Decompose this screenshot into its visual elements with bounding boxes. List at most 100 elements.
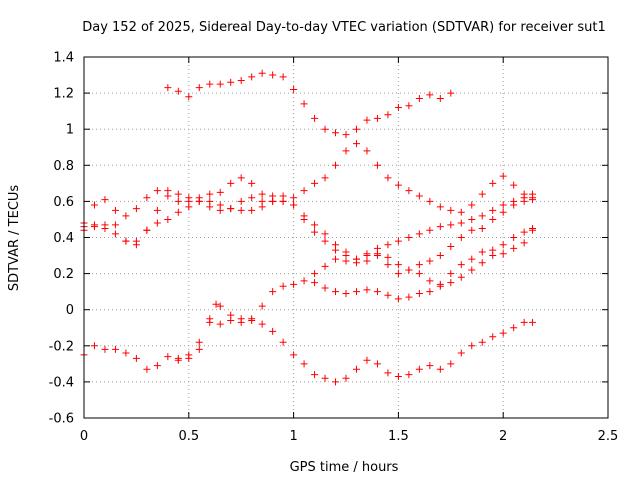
y-tick-label: -0.6 bbox=[49, 412, 74, 427]
data-point bbox=[143, 194, 151, 202]
data-point bbox=[510, 324, 518, 332]
data-point bbox=[352, 288, 360, 296]
data-point bbox=[520, 318, 528, 326]
y-tick-label: 1 bbox=[66, 123, 74, 138]
data-point bbox=[279, 73, 287, 81]
data-point bbox=[269, 327, 277, 335]
x-tick-label: 2 bbox=[499, 429, 507, 444]
data-point bbox=[227, 78, 235, 86]
data-point bbox=[321, 237, 329, 245]
data-point bbox=[290, 201, 298, 209]
data-point bbox=[468, 266, 476, 274]
series-track-2 bbox=[80, 140, 537, 249]
data-point bbox=[174, 87, 182, 95]
x-tick-label: 0.5 bbox=[178, 429, 199, 444]
data-point bbox=[457, 273, 465, 281]
data-point bbox=[489, 215, 497, 223]
data-point bbox=[122, 349, 130, 357]
data-point bbox=[279, 197, 287, 205]
data-point bbox=[311, 371, 319, 379]
data-point bbox=[426, 226, 434, 234]
data-point bbox=[384, 253, 392, 261]
data-point bbox=[415, 95, 423, 103]
data-point bbox=[405, 234, 413, 241]
data-point bbox=[415, 230, 423, 238]
data-point bbox=[300, 187, 308, 195]
data-point bbox=[373, 288, 381, 296]
data-point bbox=[499, 172, 507, 180]
y-tick-label: 0.6 bbox=[53, 195, 74, 210]
data-point bbox=[436, 365, 444, 373]
data-point bbox=[352, 125, 360, 133]
data-point bbox=[510, 244, 518, 252]
data-point bbox=[237, 315, 245, 323]
data-point bbox=[468, 342, 476, 350]
data-point bbox=[384, 111, 392, 119]
data-point bbox=[478, 224, 486, 232]
data-point bbox=[122, 212, 130, 220]
data-point bbox=[342, 147, 350, 155]
data-point bbox=[227, 317, 235, 325]
data-point bbox=[394, 261, 402, 269]
data-point bbox=[311, 221, 319, 229]
data-point bbox=[457, 261, 465, 269]
data-point bbox=[248, 194, 256, 202]
data-point bbox=[384, 261, 392, 269]
data-point bbox=[447, 243, 455, 251]
data-point bbox=[279, 282, 287, 290]
data-point bbox=[164, 187, 172, 195]
data-point bbox=[174, 197, 182, 205]
data-point bbox=[478, 248, 486, 256]
data-point bbox=[164, 84, 172, 92]
y-tick-label: -0.2 bbox=[49, 339, 74, 354]
data-point bbox=[290, 85, 298, 93]
data-point bbox=[363, 252, 371, 260]
data-point bbox=[258, 69, 266, 77]
data-point bbox=[447, 279, 455, 287]
data-point bbox=[101, 196, 109, 204]
series-track-3 bbox=[80, 174, 537, 263]
data-point bbox=[426, 362, 434, 370]
data-point bbox=[258, 203, 266, 211]
data-point bbox=[468, 255, 476, 263]
data-point bbox=[447, 221, 455, 229]
data-point bbox=[489, 179, 497, 187]
data-point bbox=[457, 219, 465, 227]
data-point bbox=[143, 226, 151, 234]
data-point bbox=[363, 116, 371, 124]
data-point bbox=[216, 188, 224, 196]
data-point bbox=[132, 205, 140, 213]
data-point bbox=[227, 179, 235, 187]
data-point bbox=[153, 362, 161, 370]
x-tick-label: 0 bbox=[80, 429, 88, 444]
data-point bbox=[510, 201, 518, 209]
data-point bbox=[405, 266, 413, 274]
data-point bbox=[363, 147, 371, 155]
data-point bbox=[258, 302, 266, 310]
data-point bbox=[342, 257, 350, 265]
data-point bbox=[529, 318, 537, 326]
x-tick-label: 1 bbox=[289, 429, 297, 444]
data-point bbox=[90, 201, 98, 209]
data-point bbox=[174, 190, 182, 198]
data-point bbox=[394, 181, 402, 189]
data-point bbox=[311, 279, 319, 287]
data-point bbox=[153, 206, 161, 214]
data-point bbox=[405, 187, 413, 195]
x-tick-label: 2.5 bbox=[598, 429, 619, 444]
data-point bbox=[520, 228, 528, 236]
data-point bbox=[332, 255, 340, 263]
data-point bbox=[237, 174, 245, 182]
x-tick-label: 1.5 bbox=[388, 429, 409, 444]
data-point bbox=[174, 208, 182, 216]
data-point bbox=[185, 93, 193, 101]
data-point bbox=[457, 349, 465, 357]
data-point bbox=[164, 215, 172, 223]
data-point bbox=[185, 354, 193, 362]
data-point bbox=[457, 208, 465, 216]
data-point bbox=[510, 181, 518, 189]
data-point bbox=[499, 329, 507, 337]
data-point bbox=[447, 360, 455, 368]
data-point bbox=[332, 288, 340, 296]
